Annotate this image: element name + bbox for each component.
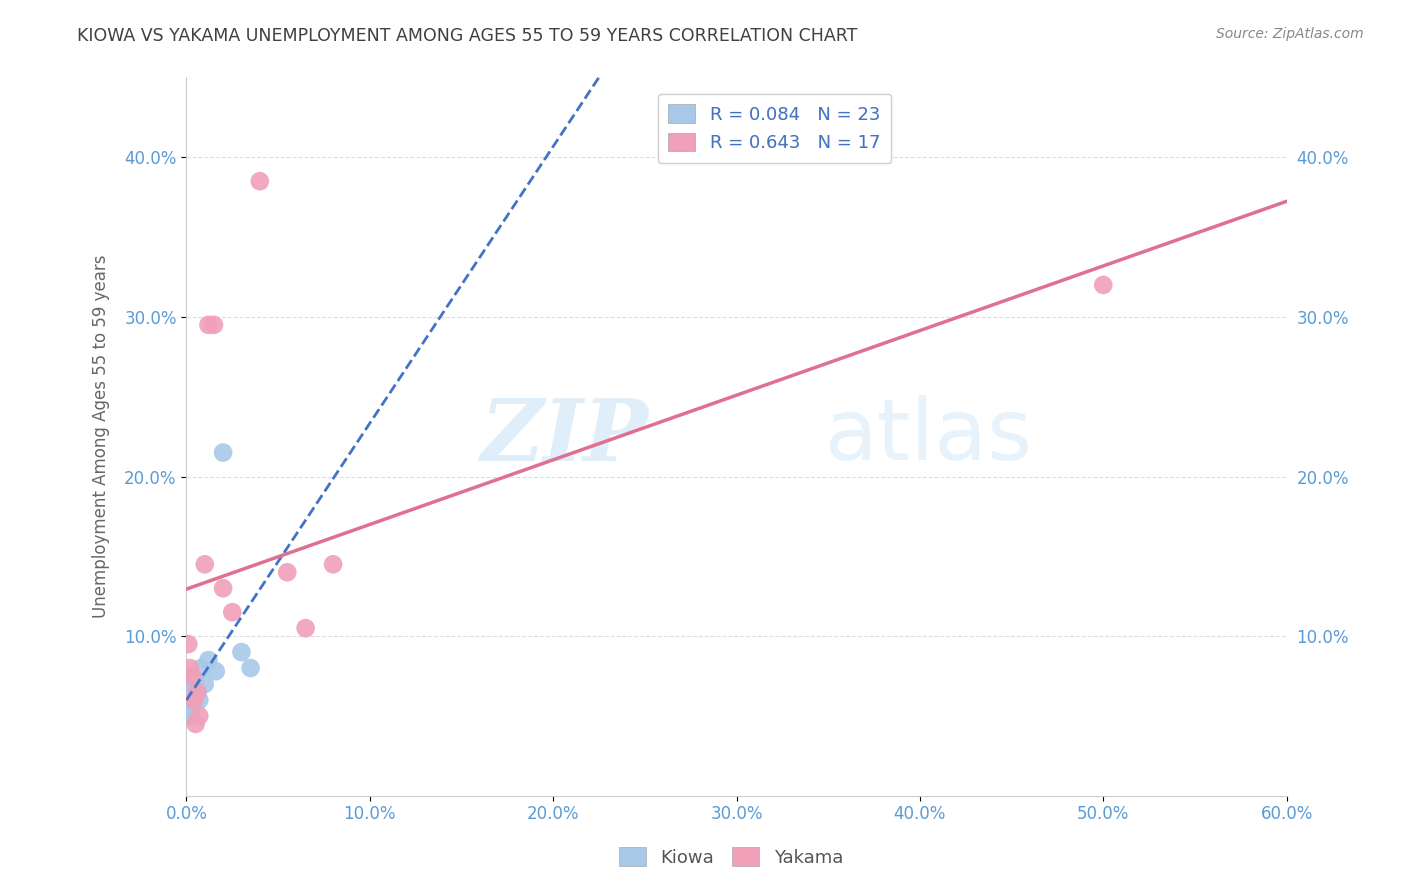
Point: [184, 690, 207, 704]
Point: [197, 318, 219, 332]
Legend: Kiowa, Yakama: Kiowa, Yakama: [612, 840, 851, 874]
Point: [179, 661, 201, 675]
Point: [188, 709, 211, 723]
Point: [239, 661, 262, 675]
Point: [190, 661, 212, 675]
Text: ZIP: ZIP: [481, 395, 648, 478]
Point: [249, 174, 271, 188]
Point: [212, 581, 235, 595]
Point: [221, 605, 243, 619]
Point: [179, 677, 201, 691]
Point: [194, 558, 217, 572]
Point: [212, 445, 235, 459]
Point: [188, 693, 211, 707]
Text: atlas: atlas: [824, 395, 1032, 478]
Point: [197, 653, 219, 667]
Point: [177, 637, 200, 651]
Text: KIOWA VS YAKAMA UNEMPLOYMENT AMONG AGES 55 TO 59 YEARS CORRELATION CHART: KIOWA VS YAKAMA UNEMPLOYMENT AMONG AGES …: [77, 27, 858, 45]
Point: [194, 677, 217, 691]
Point: [184, 673, 207, 688]
Point: [179, 709, 201, 723]
Point: [181, 669, 204, 683]
Point: [176, 701, 198, 715]
Point: [231, 645, 253, 659]
Point: [181, 693, 204, 707]
Point: [184, 717, 207, 731]
Point: [183, 696, 205, 710]
Point: [202, 318, 225, 332]
Text: Source: ZipAtlas.com: Source: ZipAtlas.com: [1216, 27, 1364, 41]
Point: [183, 693, 205, 707]
Legend: R = 0.084   N = 23, R = 0.643   N = 17: R = 0.084 N = 23, R = 0.643 N = 17: [658, 94, 891, 163]
Point: [204, 665, 226, 679]
Point: [186, 685, 208, 699]
Point: [181, 701, 204, 715]
Point: [294, 621, 316, 635]
Point: [183, 680, 205, 694]
Point: [1092, 277, 1115, 292]
Point: [179, 693, 201, 707]
Point: [276, 566, 298, 580]
Point: [179, 685, 201, 699]
Point: [322, 558, 344, 572]
Point: [186, 685, 208, 699]
Y-axis label: Unemployment Among Ages 55 to 59 years: Unemployment Among Ages 55 to 59 years: [93, 255, 110, 618]
Point: [181, 669, 204, 683]
Point: [177, 696, 200, 710]
Point: [177, 690, 200, 704]
